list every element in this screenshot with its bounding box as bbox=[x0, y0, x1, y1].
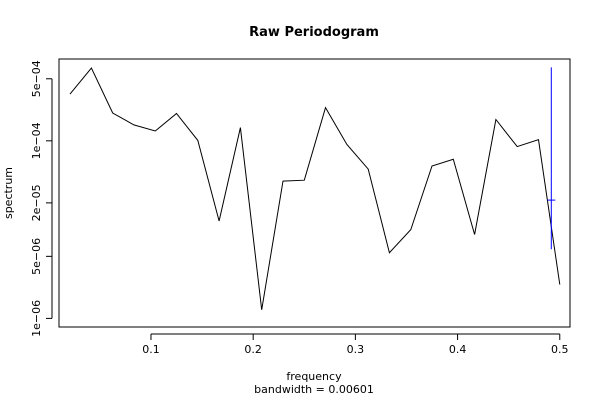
x-tick-label: 0.4 bbox=[449, 343, 467, 356]
plot-frame bbox=[58, 58, 571, 328]
y-axis-label: spectrum bbox=[2, 167, 15, 219]
x-tick-label: 0.5 bbox=[551, 343, 569, 356]
y-tick-label: 5e−06 bbox=[30, 238, 43, 275]
spectrum-line bbox=[69, 67, 561, 310]
x-tick-label: 0.3 bbox=[347, 343, 365, 356]
y-axis: 1e−06 5e−06 2e−05 1e−04 5e−04 bbox=[30, 60, 53, 337]
x-tick-label: 0.2 bbox=[244, 343, 262, 356]
y-tick-label: 1e−06 bbox=[30, 300, 43, 337]
bandwidth-label: bandwidth = 0.00601 bbox=[254, 383, 374, 396]
series-layer bbox=[69, 67, 561, 310]
y-tick-label: 1e−04 bbox=[30, 122, 43, 159]
y-tick-label: 2e−05 bbox=[30, 184, 43, 221]
x-axis-label: frequency bbox=[286, 370, 342, 383]
y-tick-label: 5e−04 bbox=[30, 60, 43, 97]
confidence-bar bbox=[547, 67, 556, 250]
x-axis: 0.1 0.2 0.3 0.4 0.5 bbox=[142, 333, 569, 356]
x-tick-label: 0.1 bbox=[142, 343, 160, 356]
chart-title: Raw Periodogram bbox=[249, 25, 379, 40]
